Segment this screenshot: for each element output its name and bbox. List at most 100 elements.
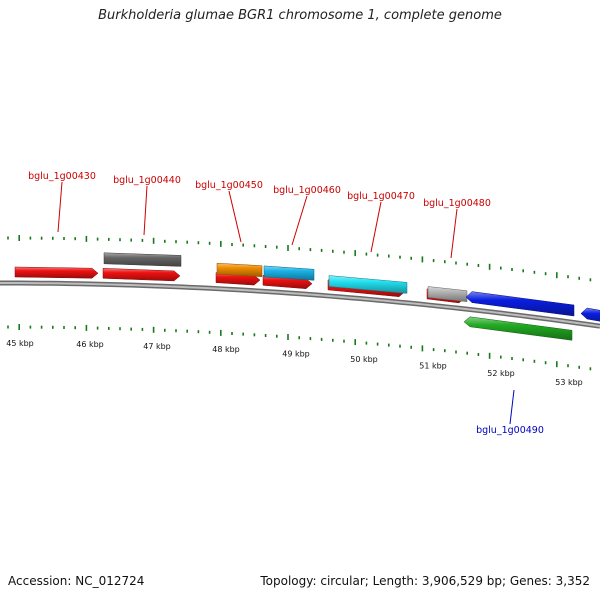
tick-mark-top <box>287 245 289 251</box>
tick-mark-top <box>522 269 524 273</box>
gene-block-bglu_1g00450 <box>216 262 263 277</box>
tick-mark-bottom <box>63 326 65 329</box>
tick-mark-bottom <box>220 329 222 336</box>
tick-mark-top <box>399 255 401 259</box>
tick-mark-top <box>567 275 569 279</box>
tick-mark-bottom <box>466 351 468 355</box>
tick-mark-bottom <box>164 328 166 332</box>
tick-mark-top <box>276 245 278 249</box>
gene-label: bglu_1g00470 <box>347 191 415 202</box>
tick-mark-top <box>119 238 121 242</box>
tick-mark-bottom <box>343 339 345 343</box>
tick-mark-top <box>108 237 110 241</box>
accession-text: Accession: NC_012724 <box>8 574 145 588</box>
cds-arrow <box>102 268 181 282</box>
tick-mark-top <box>589 278 592 282</box>
tick-mark-bottom <box>29 325 32 329</box>
tick-mark-bottom <box>488 352 491 359</box>
tick-mark-bottom <box>186 329 188 333</box>
tick-mark-bottom <box>253 333 256 337</box>
tick-mark-bottom <box>130 327 132 331</box>
scale-label: 53 kbp <box>555 378 583 387</box>
tick-mark-bottom <box>399 344 401 348</box>
tick-mark-top <box>544 272 547 276</box>
backbone-inner <box>0 282 600 328</box>
tick-mark-bottom <box>108 326 110 330</box>
tick-mark-top <box>63 237 65 240</box>
tick-mark-bottom <box>432 348 435 352</box>
tick-mark-bottom <box>264 334 267 337</box>
tick-mark-top <box>242 243 244 247</box>
tick-mark-top <box>74 237 76 241</box>
tick-mark-top <box>354 250 356 257</box>
gene-block-bglu_1g00480 <box>427 286 468 302</box>
cds-arrow <box>14 266 99 279</box>
tick-mark-top <box>29 236 32 240</box>
tick-mark-bottom <box>7 325 9 329</box>
tick-mark-bottom <box>500 355 502 359</box>
tick-mark-top <box>152 237 155 244</box>
scale-label: 46 kbp <box>76 340 104 349</box>
tick-mark-bottom <box>544 361 547 365</box>
tick-mark-top <box>332 249 334 253</box>
tick-mark-top <box>388 254 390 258</box>
tick-mark-top <box>432 259 435 263</box>
tick-mark-bottom <box>298 336 300 340</box>
gene-block-bglu_1g00490 <box>463 316 573 341</box>
tick-mark-bottom <box>522 358 524 362</box>
gene-label: bglu_1g00460 <box>273 185 341 196</box>
tick-mark-top <box>376 253 379 257</box>
tick-mark-top <box>578 276 580 280</box>
tick-mark-bottom <box>320 337 323 341</box>
leader-line <box>509 389 515 425</box>
leader-line <box>450 208 458 259</box>
tick-mark-bottom <box>197 330 200 334</box>
tick-mark-top <box>466 262 468 266</box>
tick-mark-top <box>309 248 312 252</box>
blue-arrow-next-gene <box>580 307 600 322</box>
blue-arrow-bglu_1g00490 <box>465 291 575 317</box>
tick-mark-bottom <box>388 343 390 347</box>
scale-label: 48 kbp <box>212 345 240 354</box>
gene-label: bglu_1g00480 <box>423 198 491 209</box>
tick-mark-top <box>96 237 99 241</box>
scale-label: 50 kbp <box>350 355 378 364</box>
tick-mark-top <box>298 247 300 251</box>
tick-mark-bottom <box>175 329 177 333</box>
tick-mark-bottom <box>477 353 480 356</box>
tick-mark-top <box>186 240 188 244</box>
tick-mark-bottom <box>376 342 379 346</box>
tick-mark-top <box>264 245 267 248</box>
tick-mark-bottom <box>556 361 558 368</box>
tick-mark-top <box>320 248 323 252</box>
tick-mark-top <box>421 256 424 263</box>
tick-mark-bottom <box>421 345 424 352</box>
tick-mark-bottom <box>74 326 76 330</box>
scale-label: 52 kbp <box>487 369 515 378</box>
tick-mark-top <box>141 238 144 242</box>
leader-line <box>370 201 382 253</box>
tick-mark-top <box>220 240 222 247</box>
tick-mark-top <box>488 263 491 270</box>
gene-label: bglu_1g00430 <box>28 171 96 182</box>
tick-mark-top <box>556 272 558 279</box>
genome-summary-text: Topology: circular; Length: 3,906,529 bp… <box>260 574 590 588</box>
tick-mark-top <box>533 270 536 274</box>
tick-mark-bottom <box>40 325 43 329</box>
tick-mark-top <box>130 238 132 242</box>
tick-mark-top <box>85 235 88 242</box>
tick-mark-bottom <box>511 357 513 360</box>
tick-mark-bottom <box>589 367 592 371</box>
leader-line <box>291 195 308 246</box>
tick-mark-bottom <box>231 332 233 335</box>
tick-mark-bottom <box>276 334 278 338</box>
tick-mark-bottom <box>410 345 412 349</box>
scale-label: 47 kbp <box>143 342 171 351</box>
tick-mark-bottom <box>152 326 155 333</box>
tick-mark-bottom <box>52 325 54 329</box>
tick-mark-top <box>500 266 502 270</box>
tick-mark-top <box>477 264 480 267</box>
tick-mark-top <box>7 236 9 240</box>
